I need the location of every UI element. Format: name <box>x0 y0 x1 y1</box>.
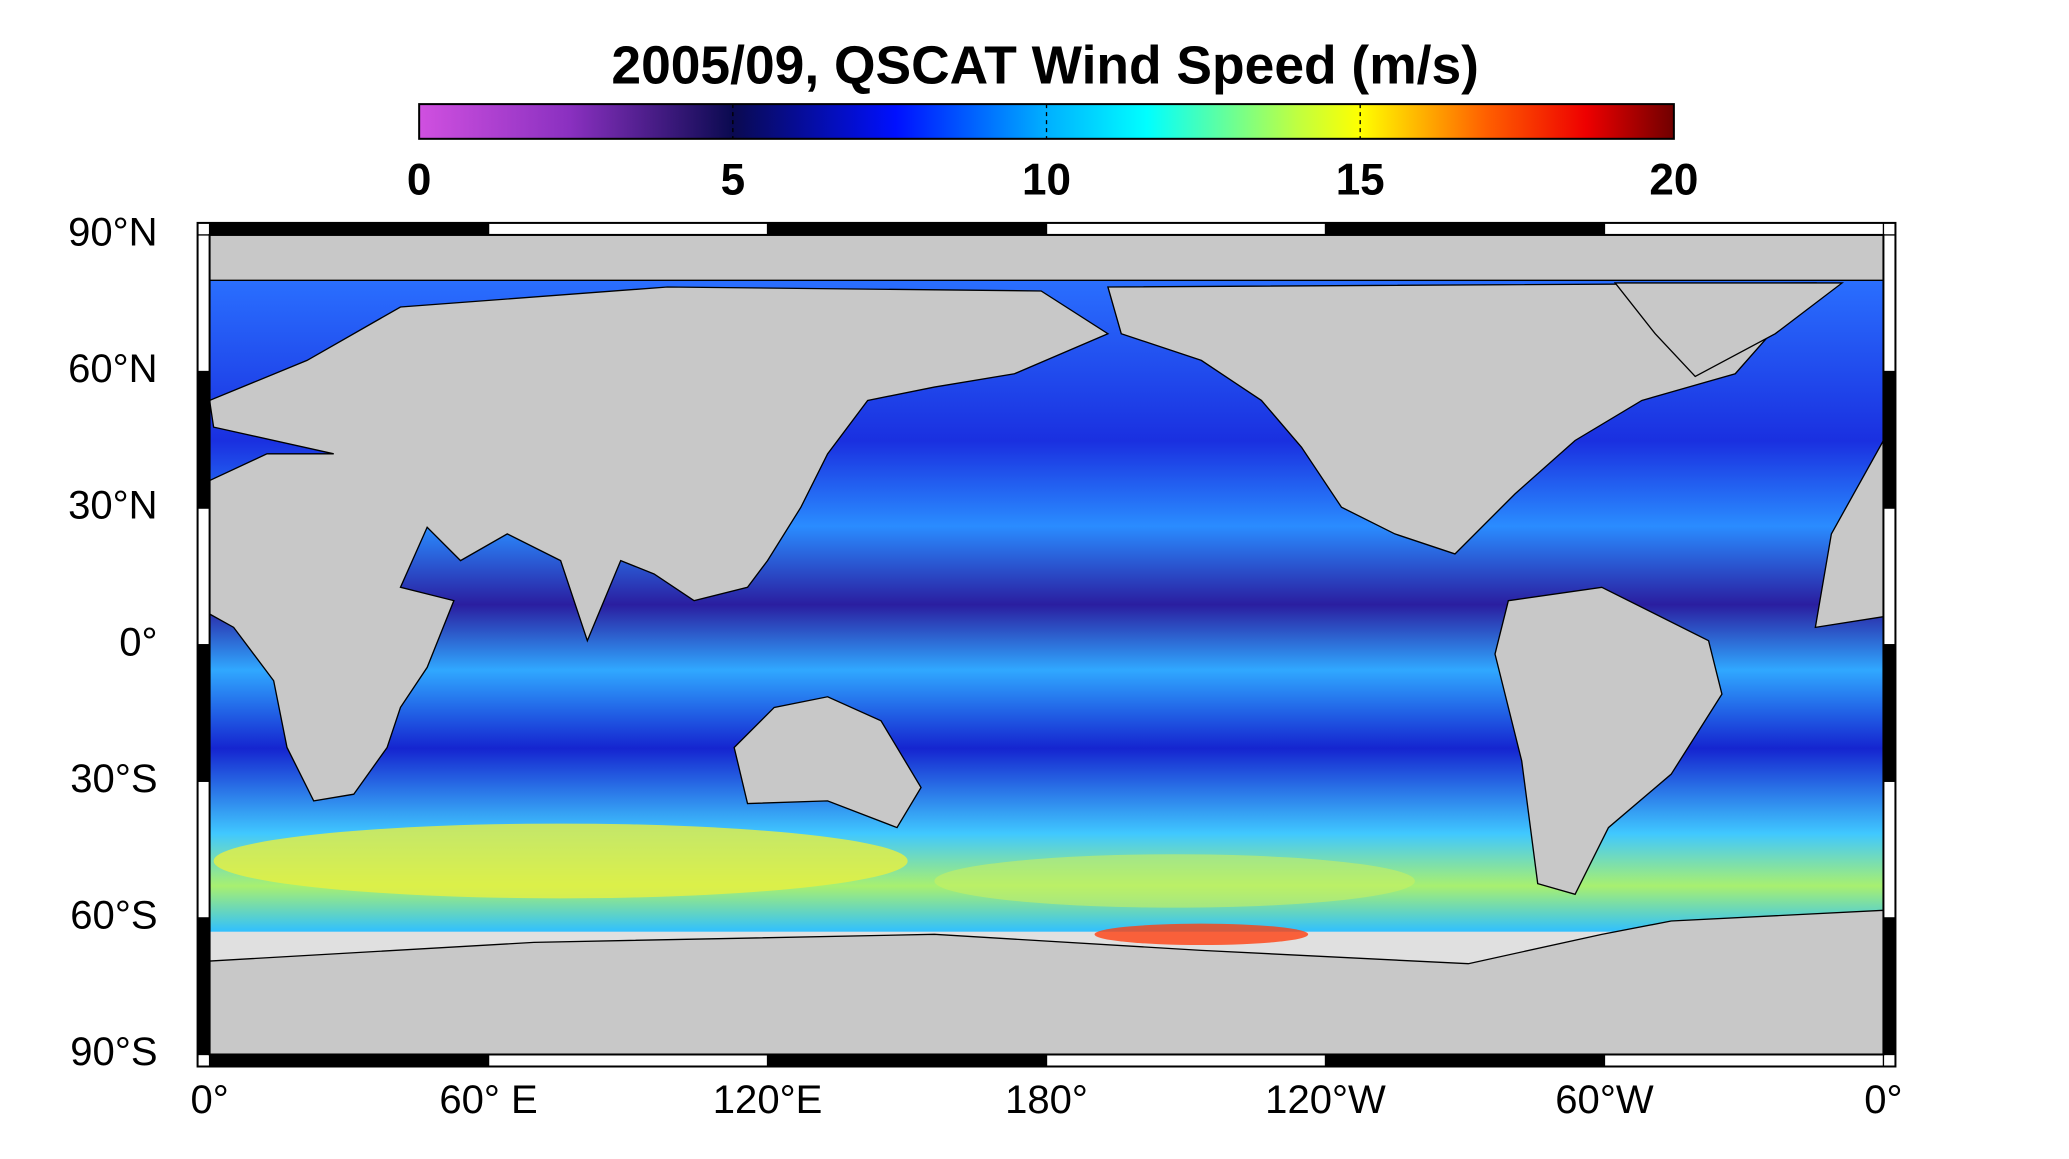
y-tick-label: 30°N <box>68 484 157 528</box>
y-tick-label: 90°N <box>68 211 157 255</box>
y-tick-label: 60°N <box>68 347 157 391</box>
land <box>1494 586 1723 896</box>
frame-segment <box>1883 371 1896 509</box>
frame-segment <box>767 222 1047 235</box>
chart-title: 2005/09, QSCAT Wind Speed (m/s) <box>611 37 1479 96</box>
colorbar-tick-label: 10 <box>1022 156 1071 205</box>
x-tick-label: 60° E <box>439 1078 537 1122</box>
colorbar-tick-label: 15 <box>1336 156 1385 205</box>
colorbar-tick-label: 20 <box>1649 156 1698 205</box>
map-area <box>209 234 1884 1055</box>
x-tick-label: 60°W <box>1555 1078 1654 1122</box>
frame-segment <box>767 1054 1047 1067</box>
frame-segment <box>1325 222 1605 235</box>
x-tick-label: 0° <box>1864 1078 1902 1122</box>
high-wind-zone <box>213 823 908 899</box>
high-wind-zone <box>934 854 1415 908</box>
frame-segment <box>1883 644 1896 782</box>
frame-segment <box>209 222 489 235</box>
y-tick-label: 0° <box>119 620 157 664</box>
colorbar-tick-label: 0 <box>407 156 432 205</box>
frame-segment <box>1883 917 1896 1055</box>
land <box>733 696 922 829</box>
land <box>209 234 1884 281</box>
high-wind-zone <box>1094 923 1309 946</box>
y-tick-label: 30°S <box>70 757 157 801</box>
colorbar-tick-label: 5 <box>721 156 746 205</box>
x-tick-label: 120°W <box>1265 1078 1386 1122</box>
x-tick-label: 180° <box>1005 1078 1088 1122</box>
x-tick-label: 0° <box>190 1078 228 1122</box>
land <box>1814 439 1884 629</box>
frame-segment <box>197 644 210 782</box>
land <box>1107 282 1817 555</box>
x-tick-label: 120°E <box>713 1078 822 1122</box>
frame-segment <box>209 1054 489 1067</box>
y-tick-label: 60°S <box>70 893 157 937</box>
frame-segment <box>1325 1054 1605 1067</box>
frame-segment <box>197 917 210 1055</box>
land <box>209 286 1110 802</box>
land <box>209 909 1884 1055</box>
land <box>1613 282 1845 378</box>
frame-segment <box>197 371 210 509</box>
y-tick-label: 90°S <box>70 1030 157 1074</box>
